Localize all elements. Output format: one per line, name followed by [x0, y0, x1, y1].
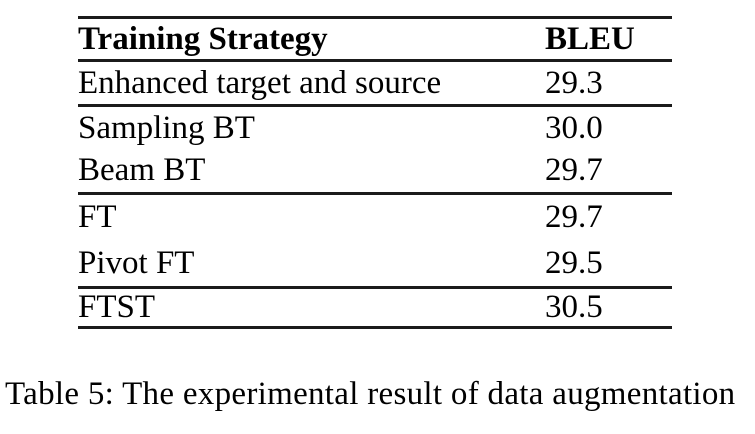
strategy-cell: Sampling BT	[78, 109, 255, 146]
bleu-cell: 29.7	[545, 199, 603, 236]
strategy-cell: Beam BT	[78, 152, 206, 189]
table-row: Sampling BT 30.0	[78, 106, 672, 150]
bleu-cell: 29.5	[545, 244, 603, 281]
strategy-cell: FTST	[78, 289, 156, 325]
strategy-cell: Enhanced target and source	[78, 64, 442, 101]
results-table: Training Strategy BLEU Enhanced target a…	[78, 16, 672, 329]
table-header-row: Training Strategy BLEU	[78, 18, 672, 61]
bleu-cell: 30.5	[545, 289, 603, 325]
table-caption: Table 5: The experimental result of data…	[5, 376, 736, 412]
table-row: Beam BT 29.7	[78, 150, 672, 194]
bleu-cell: 30.0	[545, 109, 603, 146]
column-header-training-strategy: Training Strategy	[78, 20, 328, 57]
strategy-cell: Pivot FT	[78, 244, 195, 281]
table-row: Enhanced target and source 29.3	[78, 61, 672, 106]
column-header-bleu: BLEU	[545, 20, 635, 57]
strategy-cell: FT	[78, 199, 117, 236]
table-row: Pivot FT 29.5	[78, 241, 672, 288]
table-row: FTST 30.5	[78, 288, 672, 328]
table-row: FT 29.7	[78, 194, 672, 241]
bleu-cell: 29.3	[545, 64, 603, 101]
bleu-cell: 29.7	[545, 152, 603, 189]
